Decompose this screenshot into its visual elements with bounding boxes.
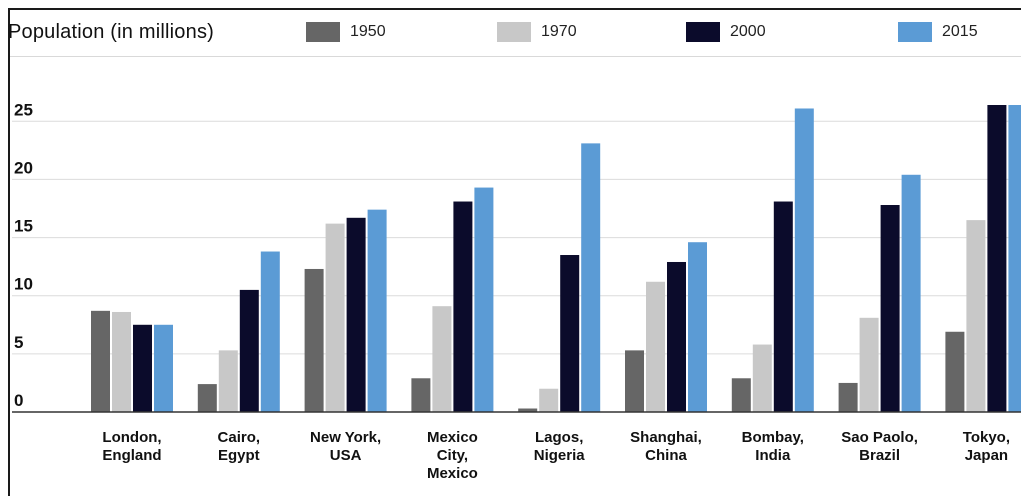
bar-2015-6: [794, 108, 814, 412]
legend-label-1970: 1970: [541, 23, 577, 40]
x-category-label-line: Lagos,: [535, 429, 583, 446]
x-category-label-line: Sao Paolo,: [841, 429, 918, 446]
bar-1970-3: [432, 306, 452, 412]
x-category-label: Tokyo, Japan: [963, 429, 1010, 464]
legend-label-2000: 2000: [730, 23, 766, 40]
x-category-label-line: Cairo,: [218, 429, 261, 446]
x-category-label-line: New York,: [310, 429, 381, 446]
x-category-label: Shanghai, China: [630, 429, 702, 464]
x-category-label-line: Nigeria: [534, 447, 586, 464]
x-category-label-line: England: [102, 447, 161, 464]
x-category-label-line: Mexico: [427, 465, 478, 482]
legend-bar: [10, 10, 1021, 57]
legend-swatch-2000: [686, 22, 720, 42]
x-category-label-line: Brazil: [859, 447, 900, 464]
bar-2015-7: [901, 174, 921, 412]
legend-label-1950: 1950: [350, 23, 386, 40]
bar-1950-0: [91, 310, 110, 412]
bar-2015-8: [1008, 105, 1021, 412]
y-tick-label-20: 20: [14, 158, 33, 177]
bar-1950-2: [304, 268, 324, 412]
bar-2000-1: [239, 289, 259, 412]
bar-1970-7: [859, 317, 879, 412]
x-category-label-line: Bombay,: [742, 429, 804, 446]
bar-1970-5: [646, 281, 665, 412]
y-tick-label-15: 15: [14, 217, 33, 236]
y-tick-label-10: 10: [14, 275, 33, 294]
bar-1950-3: [411, 378, 431, 412]
x-category-label-line: Shanghai,: [630, 429, 702, 446]
bar-1970-8: [966, 220, 986, 412]
x-category-label-line: India: [755, 447, 791, 464]
x-category-label-line: London,: [102, 429, 161, 446]
bar-1950-1: [197, 384, 217, 412]
bar-1970-0: [112, 311, 131, 412]
bar-1970-6: [752, 344, 772, 412]
bar-1950-8: [945, 331, 965, 412]
bar-2015-4: [581, 143, 601, 412]
legend-swatch-1970: [497, 22, 531, 42]
x-category-label-line: USA: [330, 447, 362, 464]
legend-swatch-1950: [306, 22, 340, 42]
bar-2000-4: [560, 255, 580, 412]
bar-2000-0: [133, 324, 152, 412]
x-category-label-line: Japan: [965, 447, 1008, 464]
x-category-label-line: Egypt: [218, 447, 260, 464]
y-tick-label-0: 0: [14, 391, 23, 410]
bar-1970-2: [325, 223, 345, 412]
bar-1950-7: [838, 382, 858, 412]
bar-2000-6: [773, 201, 793, 412]
y-tick-label-25: 25: [14, 100, 33, 119]
bar-1950-5: [625, 350, 644, 412]
x-category-label: Lagos, Nigeria: [534, 429, 586, 464]
x-category-label: Bombay, India: [742, 429, 804, 464]
bar-1970-4: [539, 388, 559, 412]
x-category-label: London, England: [102, 429, 161, 464]
chart-title: Population (in millions): [8, 21, 215, 43]
bar-2000-8: [987, 105, 1007, 412]
y-tick-label-5: 5: [14, 333, 23, 352]
legend-swatch-2015: [898, 22, 932, 42]
bar-2000-2: [346, 217, 366, 412]
chart-frame: [8, 8, 1021, 496]
bar-2015-1: [260, 251, 280, 412]
bar-2015-2: [367, 209, 387, 412]
bar-2015-0: [154, 324, 173, 412]
bar-2000-7: [880, 205, 900, 412]
x-category-label-line: City,: [437, 447, 468, 464]
x-category-label-line: China: [645, 447, 687, 464]
x-category-label: New York, USA: [310, 429, 381, 464]
x-category-label: Mexico City, Mexico: [427, 429, 478, 482]
x-category-label: Cairo, Egypt: [218, 429, 261, 464]
bar-2000-3: [453, 201, 473, 412]
x-category-label-line: Mexico: [427, 429, 478, 446]
x-category-label: Sao Paolo, Brazil: [841, 429, 918, 464]
bar-2000-5: [667, 261, 686, 412]
bar-1950-6: [731, 378, 751, 412]
x-category-label-line: Tokyo,: [963, 429, 1010, 446]
bar-1950-4: [518, 408, 538, 412]
bar-2015-5: [688, 242, 707, 412]
bar-1970-1: [218, 350, 238, 412]
legend-label-2015: 2015: [942, 23, 978, 40]
bar-2015-3: [474, 187, 494, 412]
